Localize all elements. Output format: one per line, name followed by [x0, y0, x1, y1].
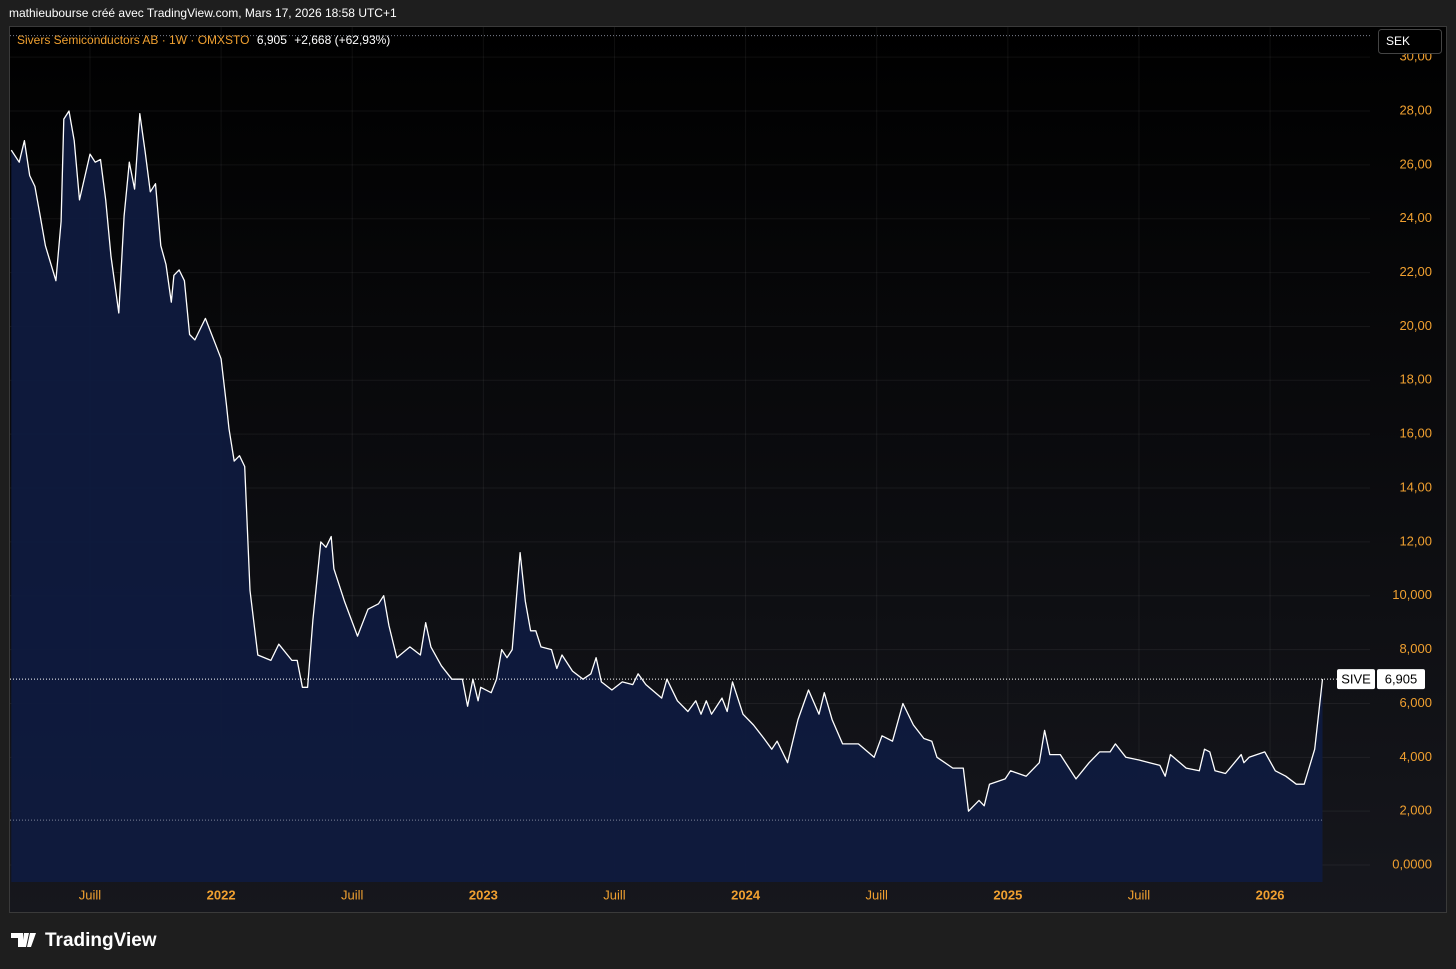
- x-tick-label: 2025: [993, 887, 1022, 902]
- y-tick-label: 28,00: [1399, 102, 1432, 117]
- x-tick-label: 2026: [1256, 887, 1285, 902]
- y-tick-label: 24,00: [1399, 210, 1432, 225]
- y-tick-label: 22,00: [1399, 264, 1432, 279]
- y-tick-label: 8,000: [1399, 641, 1432, 656]
- y-tick-label: 0,0000: [1392, 856, 1432, 871]
- y-tick-label: 18,00: [1399, 372, 1432, 387]
- y-tick-label: 12,00: [1399, 533, 1432, 548]
- y-tick-label: 14,00: [1399, 479, 1432, 494]
- symbol-label: SIVE: [1341, 672, 1371, 687]
- plot: 0,0000 2,000 4,000 6,000 8,000 10,000 12,00 14,…: [10, 27, 1432, 902]
- brand-logo: [11, 933, 36, 947]
- legend-change: +2,668 (+62,93%): [294, 33, 390, 47]
- y-tick-label: 2,000: [1399, 803, 1432, 818]
- x-tick-label: 2024: [731, 887, 761, 902]
- y-tick-label: 6,000: [1399, 695, 1432, 710]
- price-badge: [1377, 669, 1425, 690]
- y-tick-label: 16,00: [1399, 426, 1432, 441]
- brand: TradingView: [45, 930, 157, 951]
- x-tick-label: 2023: [469, 887, 498, 902]
- x-tick-label: 2022: [207, 887, 236, 902]
- symbol-badge: [1337, 669, 1375, 690]
- area-fill: [11, 111, 1323, 882]
- price-label: 6,905: [1385, 672, 1418, 687]
- currency-box[interactable]: [1378, 29, 1442, 54]
- y-tick-label: 10,000: [1392, 587, 1432, 602]
- caption: mathieubourse créé avec TradingView.com,…: [9, 6, 397, 20]
- y-tick-label: 4,000: [1399, 749, 1432, 764]
- x-tick-label: Juill: [603, 887, 626, 902]
- legend: Sivers Semiconductors AB · 1W · OMXSTO 6…: [17, 33, 390, 47]
- legend-price: 6,905: [257, 33, 287, 47]
- y-tick-label: 20,00: [1399, 318, 1432, 333]
- y-tick-label: 26,00: [1399, 156, 1432, 171]
- x-tick-label: Juill: [1128, 887, 1151, 902]
- x-tick-label: Juill: [341, 887, 364, 902]
- currency[interactable]: SEK: [1386, 34, 1410, 48]
- legend-title: Sivers Semiconductors AB · 1W · OMXSTO: [17, 33, 250, 47]
- x-tick-label: Juill: [866, 887, 889, 902]
- x-tick-label: Juill: [79, 887, 102, 902]
- price-line: [10, 110, 1324, 812]
